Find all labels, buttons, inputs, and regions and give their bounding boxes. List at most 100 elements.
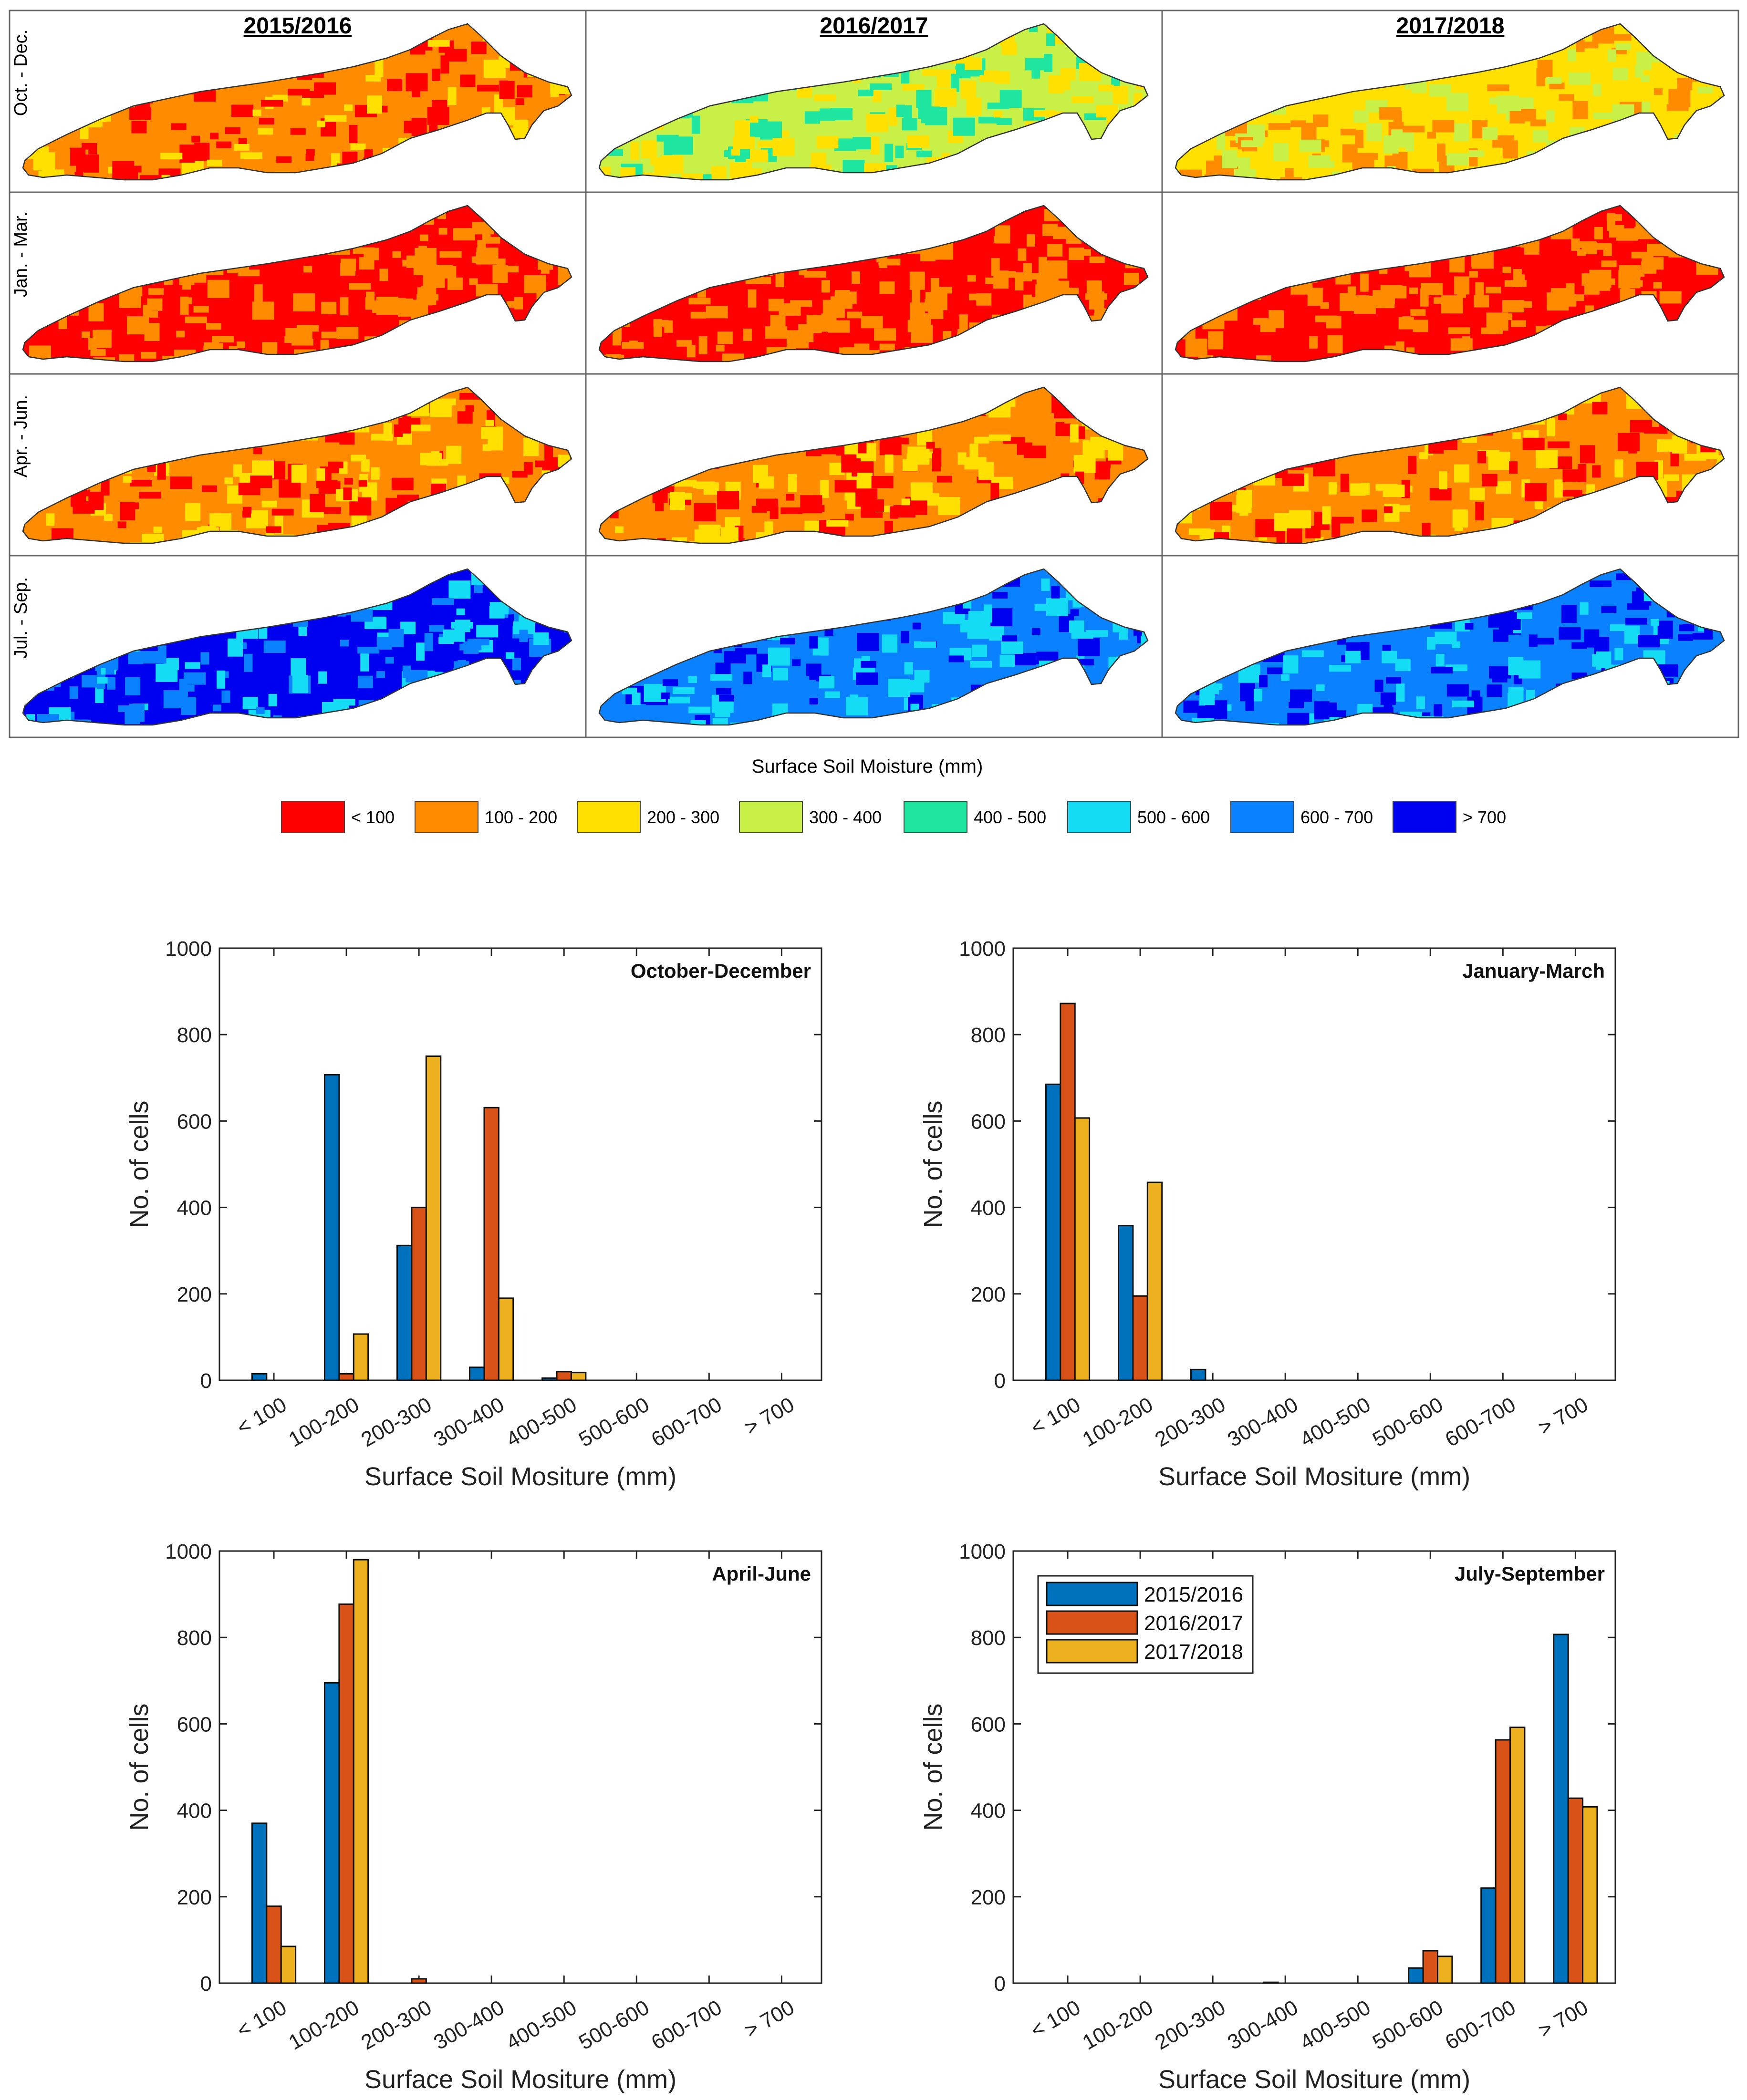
- raster-pixel: [693, 481, 715, 488]
- raster-pixel: [1320, 302, 1329, 309]
- raster-pixel: [873, 90, 882, 103]
- raster-pixel: [1383, 695, 1393, 708]
- raster-pixel: [1666, 104, 1689, 111]
- raster-pixel: [471, 41, 487, 54]
- raster-pixel: [1324, 710, 1346, 717]
- raster-pixel: [367, 95, 383, 114]
- y-tick-label: 400: [971, 1800, 1006, 1823]
- raster-pixel: [1601, 606, 1617, 613]
- raster-pixel: [1395, 659, 1411, 672]
- raster-pixel: [743, 328, 752, 341]
- raster-pixel: [1678, 634, 1694, 641]
- raster-pixel: [324, 115, 347, 122]
- raster-pixel: [711, 166, 727, 179]
- raster-pixel: [1624, 625, 1640, 644]
- raster-pixel: [1583, 41, 1599, 49]
- bar: [251, 1373, 268, 1381]
- basin-outline: [1175, 23, 1725, 181]
- raster-pixel: [857, 632, 879, 651]
- raster-pixel: [1327, 335, 1343, 353]
- bar-chart: 0 200 400 600 800 1000 < 100100-200200-300300-…: [919, 1540, 1616, 2094]
- bar-chart: 0 200 400 600 800 1000 < 100100-200200-300300-…: [125, 937, 822, 1491]
- x-tick-label: 600-700: [647, 1393, 726, 1451]
- raster-pixel: [1299, 139, 1321, 152]
- raster-pixel: [512, 471, 528, 478]
- raster-pixel: [149, 310, 158, 318]
- basin-fill: [23, 206, 572, 362]
- raster-pixel: [316, 468, 325, 481]
- raster-pixel: [1615, 43, 1631, 50]
- raster-pixel: [387, 79, 403, 92]
- raster-pixel: [1045, 260, 1068, 279]
- y-tick-label: 0: [200, 1972, 212, 1996]
- raster-pixel: [1314, 701, 1330, 720]
- legend-label: < 100: [351, 807, 395, 827]
- raster-pixel: [1366, 123, 1382, 142]
- raster-pixel: [376, 671, 385, 678]
- raster-pixel: [344, 104, 353, 111]
- x-axis-label: Surface Soil Mositure (mm): [1158, 2065, 1470, 2094]
- raster-pixel: [934, 88, 957, 107]
- raster-pixel: [1380, 285, 1403, 292]
- season-label: Jul. - Sep.: [11, 577, 31, 659]
- raster-pixel: [708, 536, 730, 543]
- raster-pixel: [1625, 618, 1647, 625]
- raster-pixel: [768, 647, 790, 666]
- raster-pixel: [261, 500, 277, 507]
- bar: [425, 1055, 442, 1381]
- raster-pixel: [1642, 257, 1664, 270]
- map-cell: 2015/2016 Oct. - Dec.: [9, 10, 587, 193]
- legend-item: < 100: [281, 801, 395, 833]
- raster-pixel: [717, 491, 739, 509]
- raster-pixel: [916, 150, 932, 157]
- raster-pixel: [1536, 68, 1545, 86]
- legend-swatch: [1046, 1610, 1138, 1635]
- bar: [338, 1603, 354, 1984]
- raster-pixel: [429, 625, 445, 632]
- raster-pixel: [1280, 674, 1289, 681]
- raster-pixel: [261, 100, 283, 107]
- x-tick-label: < 100: [1027, 1393, 1084, 1439]
- raster-pixel: [374, 59, 384, 78]
- raster-pixel: [266, 526, 281, 533]
- legend-item: 600 - 700: [1230, 801, 1373, 833]
- raster-pixel: [392, 251, 401, 258]
- raster-pixel: [1584, 629, 1600, 648]
- raster-pixel: [1435, 654, 1445, 667]
- map-cell: 2017/2018: [1161, 10, 1739, 193]
- raster-pixel: [770, 506, 779, 519]
- raster-pixel: [671, 136, 693, 155]
- raster-pixel: [365, 74, 381, 82]
- basin-outline: [22, 23, 572, 181]
- raster-pixel: [185, 662, 200, 669]
- raster-pixel: [1489, 97, 1505, 104]
- raster-pixel: [156, 663, 178, 682]
- raster-pixel: [1373, 290, 1395, 309]
- raster-pixel: [871, 136, 880, 155]
- raster-pixel: [1532, 638, 1554, 645]
- season-label: Oct. - Dec.: [11, 30, 31, 116]
- raster-pixel: [285, 328, 308, 341]
- raster-pixel: [904, 662, 913, 675]
- raster-pixel: [225, 127, 240, 134]
- x-tick-label: 600-700: [1441, 1996, 1519, 2054]
- legend-item: 100 - 200: [415, 801, 557, 833]
- y-tick-label: 400: [177, 1197, 212, 1220]
- raster-pixel: [469, 278, 478, 285]
- raster-pixel: [1054, 280, 1070, 293]
- raster-pixel: [268, 693, 277, 706]
- raster-pixel: [1465, 623, 1474, 630]
- raster-pixel: [1502, 140, 1518, 159]
- raster-pixel: [712, 718, 728, 725]
- raster-pixel: [364, 248, 379, 260]
- raster-pixel: [404, 121, 419, 134]
- raster-pixel: [1384, 155, 1393, 168]
- raster-pixel: [93, 330, 108, 348]
- raster-pixel: [170, 476, 192, 489]
- raster-pixel: [482, 444, 491, 451]
- y-tick-label: 1000: [165, 937, 212, 961]
- x-axis-label: Surface Soil Mositure (mm): [364, 2065, 676, 2094]
- map-cell: [585, 191, 1163, 375]
- raster-pixel: [959, 314, 968, 333]
